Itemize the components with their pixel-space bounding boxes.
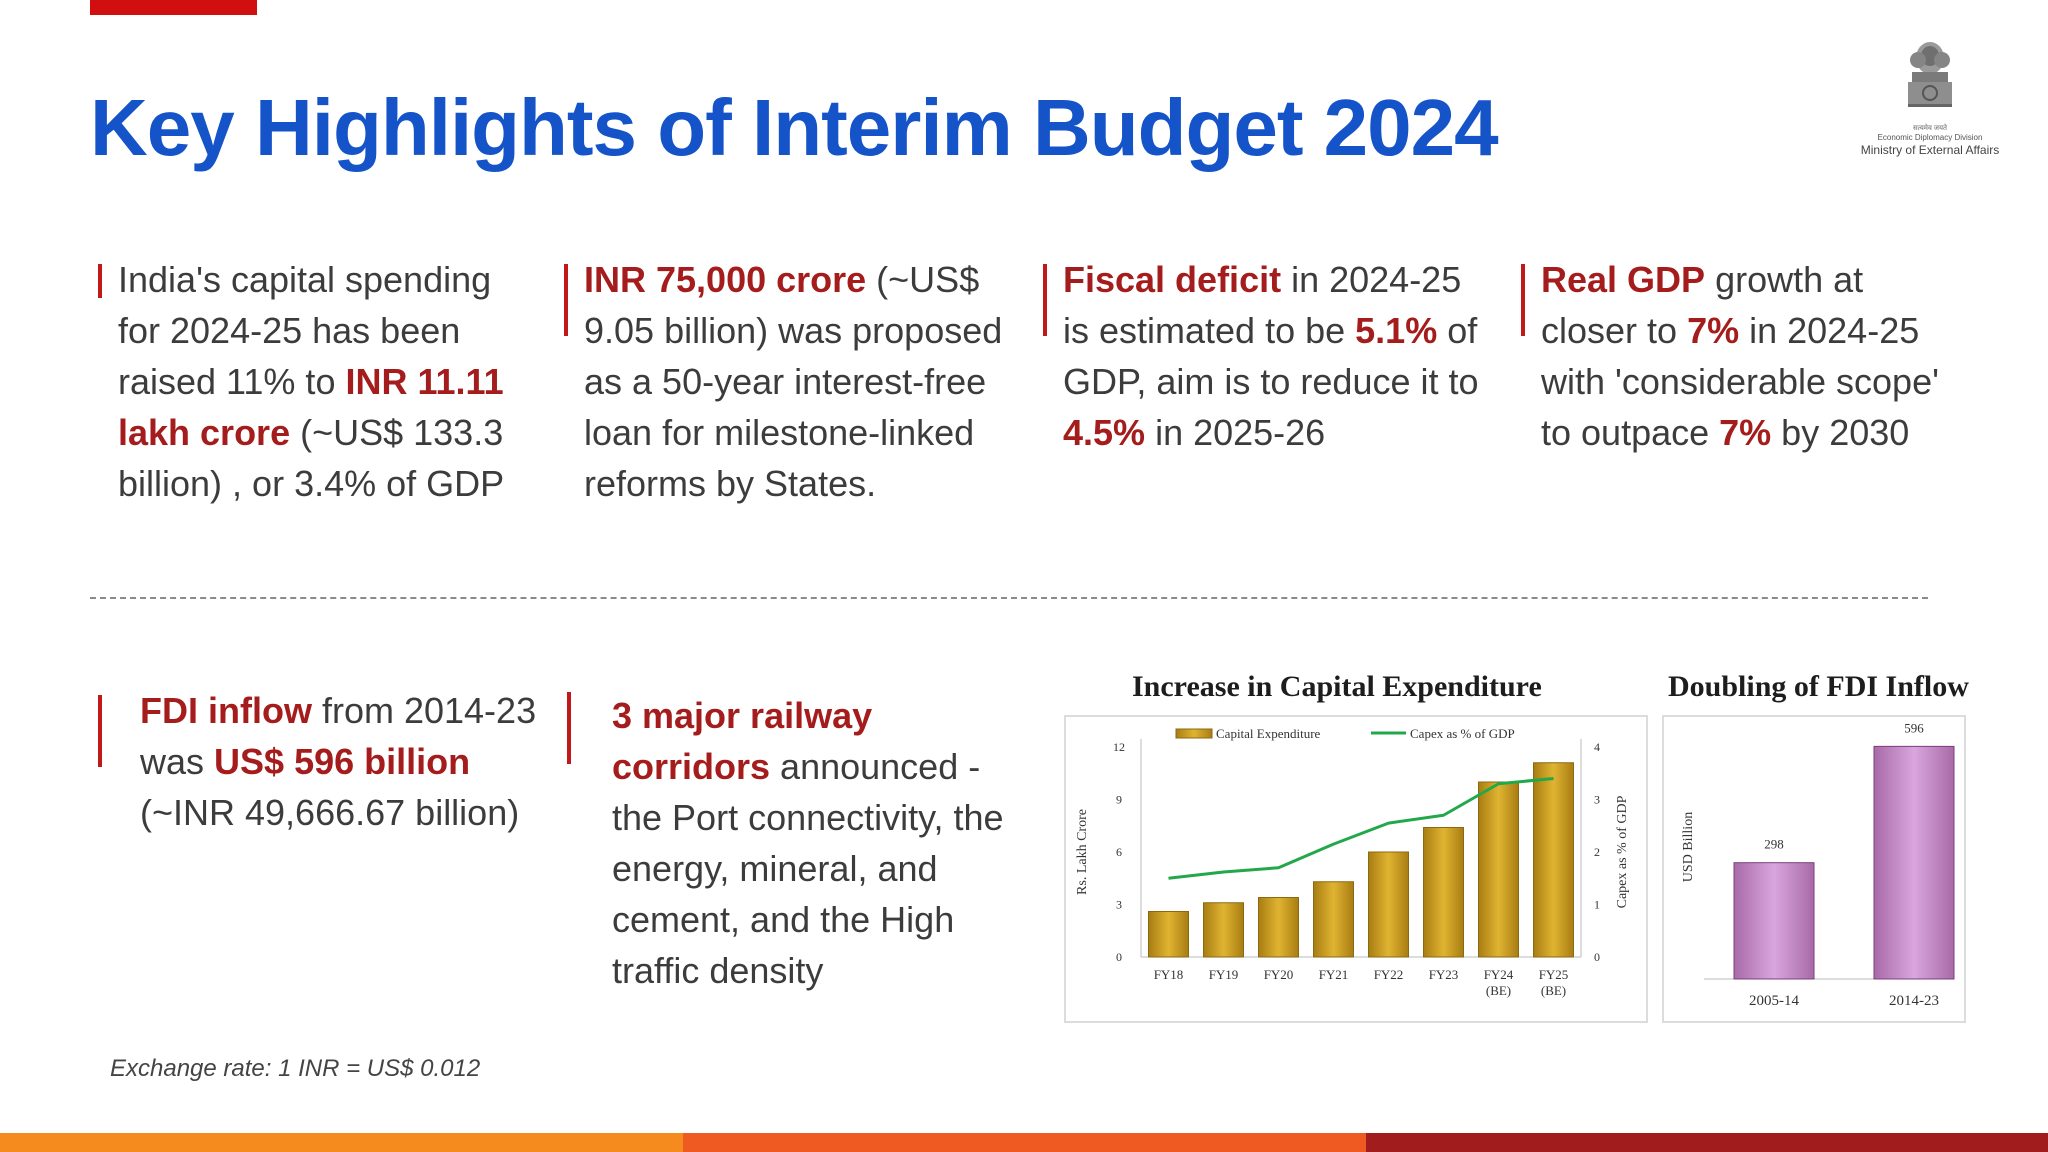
bottom-bar-crimson [1366,1133,2048,1152]
fdi-data-label: 298 [1764,837,1784,852]
highlight-accent-bar [1043,264,1047,336]
y2-tick-label: 0 [1594,950,1600,964]
fdi-chart-title: Doubling of FDI Inflow [1668,670,1969,703]
page-title: Key Highlights of Interim Budget 2024 [90,83,1499,172]
x-tick-label: 2014-23 [1889,993,1939,1009]
y2-tick-label: 4 [1594,740,1600,754]
y-tick-label: 9 [1116,793,1122,807]
legend-label-gdp: Capex as % of GDP [1410,726,1515,741]
capex-bar [1313,881,1354,958]
emphasis-text: Fiscal deficit [1063,259,1282,300]
x-tick-label: 2005-14 [1749,993,1799,1009]
y-axis-title: USD Billion [1681,812,1696,882]
capex-gdp-line [1168,777,1554,880]
y-tick-label: 0 [1116,950,1122,964]
y2-tick-label: 1 [1594,898,1600,912]
y-tick-label: 6 [1116,845,1122,859]
division-name: Economic Diplomacy Division [1877,133,1983,142]
highlight-accent-bar [98,695,102,767]
highlight-accent-bar [564,264,568,336]
x-tick-label: FY19 [1209,967,1239,982]
emphasis-text: 3 major railway corridors [612,695,873,787]
highlight-accent-bar [98,264,102,298]
y2-tick-label: 3 [1594,793,1600,807]
capex-chart-title: Increase in Capital Expenditure [1132,670,1542,703]
bottom-color-bar [0,1133,2048,1152]
x-tick-label: FY25 [1539,967,1569,982]
fdi-data-label: 596 [1904,720,1924,735]
highlight-railway-corridors: 3 major railway corridors announced - th… [567,690,1012,996]
y2-axis-title: Capex as % of GDP [1615,795,1630,908]
highlight-fdi-inflow: FDI inflow from 2014-23 was US$ 596 bill… [98,685,560,838]
legend-label-capex: Capital Expenditure [1216,726,1321,741]
capex-bar [1368,851,1409,958]
x-tick-label: FY23 [1429,967,1459,982]
section-divider [90,597,1928,599]
emphasis-text: Real GDP [1541,259,1706,300]
national-emblem-icon [1908,42,1952,107]
x-tick-label: FY24 [1484,967,1514,982]
fdi-chart: USD Billion 298 2005-14 596 2014-23 [1681,720,1955,1009]
exchange-rate-footnote: Exchange rate: 1 INR = US$ 0.012 [110,1055,481,1082]
emphasis-text: INR 75,000 crore [584,259,867,300]
fdi-chart-box: USD Billion 298 2005-14 596 2014-23 [1662,715,1966,1023]
capex-bar [1203,902,1244,958]
ministry-name: Ministry of External Affairs [1860,143,2000,157]
y-tick-label: 3 [1116,898,1122,912]
highlight-interest-free-loan: INR 75,000 crore (~US$ 9.05 billion) was… [564,254,1004,509]
x-tick-label: FY22 [1374,967,1404,982]
capex-bar [1478,781,1519,958]
fdi-bar [1733,862,1815,980]
bottom-bar-orange [0,1133,683,1152]
x-tick-label: (BE) [1541,983,1566,998]
highlight-real-gdp: Real GDP growth at closer to 7% in 2024-… [1521,254,1941,458]
y-tick-label: 12 [1113,740,1125,754]
mea-emblem: सत्यमेव जयते Economic Diplomacy Division… [1855,38,2005,168]
y-axis-title: Rs. Lakh Crore [1075,809,1090,895]
highlight-fiscal-deficit: Fiscal deficit in 2024-25 is estimated t… [1043,254,1483,458]
capex-bar [1258,897,1299,958]
capex-bar [1148,911,1189,958]
capex-chart-box: 0 3 6 9 12 0 1 2 3 4 Rs. Lakh Crore Capex as % of G… [1064,715,1648,1023]
x-tick-label: FY21 [1319,967,1349,982]
y2-tick-label: 2 [1594,845,1600,859]
top-accent-bar [90,0,257,15]
bottom-bar-red-orange [683,1133,1366,1152]
legend-swatch-capex [1175,728,1213,739]
highlight-accent-bar [1521,264,1525,336]
x-tick-label: FY20 [1264,967,1294,982]
highlight-capital-spending: India's capital spending for 2024-25 has… [98,254,523,509]
capex-bar [1423,827,1464,958]
x-tick-label: FY18 [1154,967,1184,982]
emblem-motto: सत्यमेव जयते [1912,125,1948,132]
fdi-bar [1873,745,1955,980]
emphasis-text: INR 11.11 lakh crore [118,361,504,453]
highlight-accent-bar [567,692,571,764]
emphasis-text: FDI inflow [140,690,312,731]
x-tick-label: (BE) [1486,983,1511,998]
capex-bar [1533,762,1574,958]
